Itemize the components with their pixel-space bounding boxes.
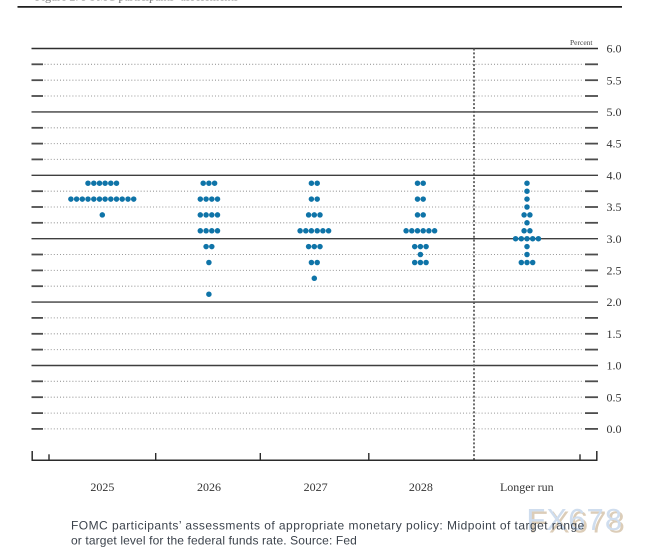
svg-text:2025: 2025 bbox=[90, 480, 114, 494]
svg-text:FX678: FX678 bbox=[526, 502, 623, 537]
svg-text:Percent: Percent bbox=[570, 38, 593, 47]
svg-text:3.0: 3.0 bbox=[607, 232, 622, 246]
svg-text:2.5: 2.5 bbox=[607, 264, 622, 278]
svg-text:FX678: FX678 bbox=[529, 505, 626, 540]
svg-text:2027: 2027 bbox=[304, 480, 328, 494]
svg-text:Longer run: Longer run bbox=[500, 480, 554, 494]
svg-text:3.5: 3.5 bbox=[607, 200, 622, 214]
svg-text:1.5: 1.5 bbox=[607, 327, 622, 341]
svg-text:2.0: 2.0 bbox=[607, 295, 622, 309]
svg-text:6.0: 6.0 bbox=[607, 42, 622, 56]
svg-text:5.0: 5.0 bbox=[607, 105, 622, 119]
svg-text:4.0: 4.0 bbox=[607, 168, 622, 182]
svg-text:1.0: 1.0 bbox=[607, 359, 622, 373]
svg-text:4.5: 4.5 bbox=[607, 137, 622, 151]
svg-text:FOMC participants’ assessments: FOMC participants’ assessments of approp… bbox=[71, 519, 585, 533]
svg-text:5.5: 5.5 bbox=[607, 73, 622, 87]
svg-text:2026: 2026 bbox=[197, 480, 221, 494]
svg-text:Figure 2. FOMC participants’ a: Figure 2. FOMC participants’ assessments bbox=[35, 0, 239, 4]
svg-text:2028: 2028 bbox=[409, 480, 433, 494]
svg-text:or target level for the federa: or target level for the federal funds ra… bbox=[71, 533, 357, 547]
svg-text:0.5: 0.5 bbox=[607, 390, 622, 404]
svg-text:0.0: 0.0 bbox=[607, 422, 622, 436]
